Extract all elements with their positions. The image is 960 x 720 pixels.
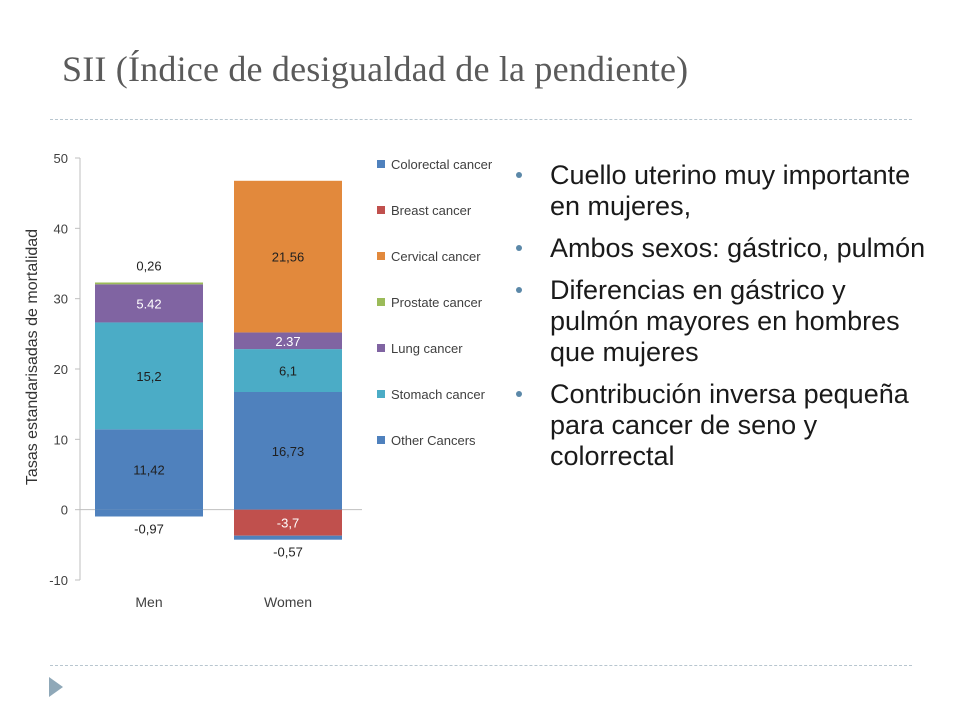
data-label: 21,56 (272, 250, 305, 265)
legend-label: Colorectal cancer (391, 157, 493, 172)
data-label: 5.42 (136, 296, 161, 311)
x-tick-label: Women (264, 594, 312, 610)
bar-segment (234, 535, 342, 540)
bar-segment (95, 322, 203, 430)
top-divider (50, 119, 912, 120)
y-tick-label: -10 (49, 573, 68, 588)
bullet-item: Diferencias en gástrico y pulmón mayores… (514, 275, 934, 368)
bullet-item: Ambos sexos: gástrico, pulmón (514, 233, 934, 264)
legend-swatch (377, 436, 385, 444)
y-tick-label: 10 (54, 432, 68, 447)
bar-segment (95, 284, 203, 323)
y-tick-label: 20 (54, 362, 68, 377)
legend-swatch (377, 390, 385, 398)
bar-segment (234, 349, 342, 392)
legend-swatch (377, 206, 385, 214)
data-label: -0,57 (273, 545, 303, 560)
data-label: 2.37 (275, 334, 300, 349)
data-label: 11,42 (133, 463, 165, 478)
data-label: -3,7 (277, 516, 299, 531)
bullet-text: Ambos sexos: gástrico, pulmón (550, 233, 926, 263)
play-triangle-icon (49, 677, 63, 697)
legend-label: Prostate cancer (391, 295, 483, 310)
bullet-dot-icon (516, 391, 522, 397)
bullet-list: Cuello uterino muy importante en mujeres… (514, 160, 934, 483)
legend-swatch (377, 252, 385, 260)
legend-label: Lung cancer (391, 341, 463, 356)
bullet-dot-icon (516, 245, 522, 251)
bullet-text: Diferencias en gástrico y pulmón mayores… (550, 275, 900, 367)
bar-segment (95, 429, 203, 510)
legend-label: Other Cancers (391, 433, 476, 448)
data-label: 0,26 (136, 258, 161, 273)
y-axis-label: Tasas estandarisadas de mortalidad (24, 229, 41, 485)
bullet-text: Cuello uterino muy importante en mujeres… (550, 160, 911, 221)
bullet-item: Cuello uterino muy importante en mujeres… (514, 160, 934, 222)
legend-label: Stomach cancer (391, 387, 486, 402)
data-label: 15,2 (136, 369, 161, 384)
data-label: 16,73 (272, 444, 305, 459)
bar-segment (95, 509, 203, 517)
y-tick-label: 30 (54, 292, 68, 307)
bullet-dot-icon (516, 172, 522, 178)
y-tick-label: 40 (54, 221, 68, 236)
bullet-item: Contribución inversa pequeña para cancer… (514, 379, 934, 472)
bottom-divider (50, 665, 912, 666)
y-tick-label: 0 (61, 503, 68, 518)
stacked-bar-chart: -10 0 10 20 30 40 50 Tasas estandarisadas de mo… (24, 151, 493, 610)
data-label: 6,1 (279, 364, 297, 379)
data-label: -0,97 (134, 521, 164, 536)
bar-segment (234, 180, 342, 333)
bullet-dot-icon (516, 287, 522, 293)
legend-swatch (377, 344, 385, 352)
bar-segment (234, 509, 342, 536)
legend-swatch (377, 160, 385, 168)
legend-label: Breast cancer (391, 203, 472, 218)
bar-segment (234, 332, 342, 350)
legend-label: Cervical cancer (391, 249, 481, 264)
bullet-text: Contribución inversa pequeña para cancer… (550, 379, 909, 471)
y-tick-label: 50 (54, 151, 68, 166)
bar-segment (95, 282, 203, 285)
legend-swatch (377, 298, 385, 306)
x-tick-label: Men (135, 594, 162, 610)
bar-segment (234, 391, 342, 510)
slide-title: SII (Índice de desigualdad de la pendien… (62, 49, 689, 89)
